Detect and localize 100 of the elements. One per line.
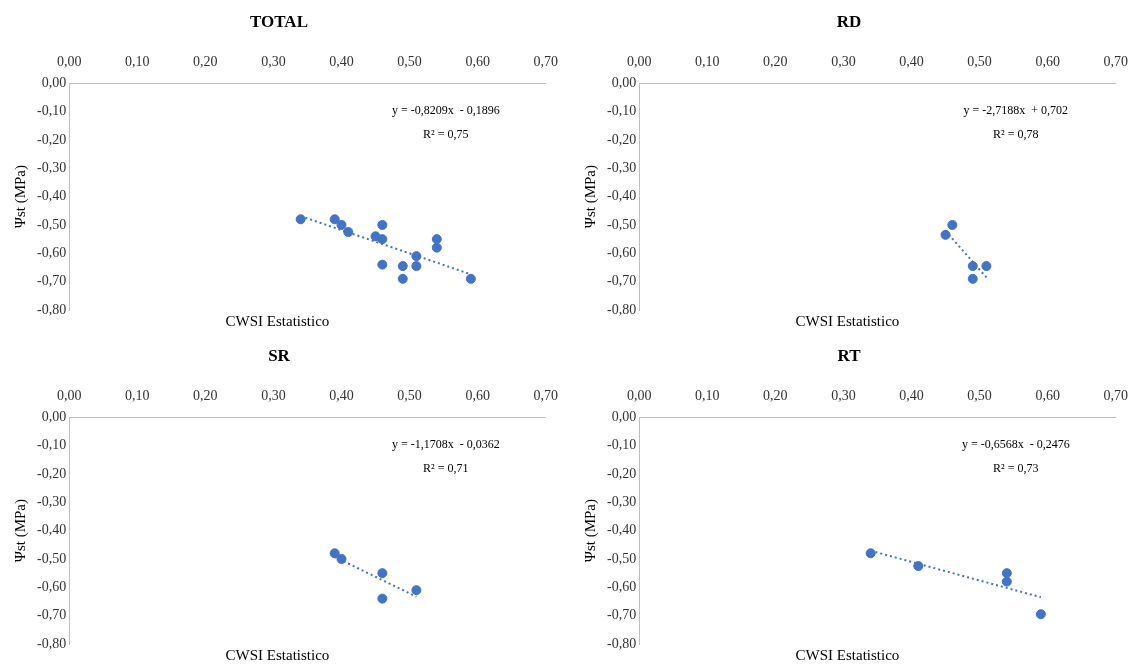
x-tick-label: 0,00 <box>56 388 82 404</box>
y-tick-label: -0,50 <box>606 550 637 566</box>
x-tick-label: 0,40 <box>899 54 924 70</box>
point <box>940 229 951 240</box>
point <box>329 548 340 559</box>
chart-title: SR <box>268 345 291 365</box>
y-tick-label: 0,00 <box>611 408 637 424</box>
x-tick-label: 0,50 <box>397 388 422 404</box>
y-tick-label: -0,10 <box>36 437 67 453</box>
y-tick-label: -0,70 <box>606 607 637 623</box>
x-tick-label: 0,70 <box>1103 54 1128 70</box>
point <box>377 593 388 604</box>
point <box>1001 576 1012 587</box>
point <box>377 568 388 579</box>
y-tick-label: -0,40 <box>606 522 637 538</box>
y-tick-label: -0,40 <box>36 188 67 204</box>
y-tick-label: 0,00 <box>41 74 67 90</box>
x-tick-label: 0,20 <box>763 54 788 70</box>
x-tick-label: 0,10 <box>125 388 150 404</box>
y-axis-title: Ψst (MPa) <box>11 499 29 563</box>
annotation: y = -0,8209x - 0,1896 <box>391 103 500 118</box>
y-tick-label: -0,60 <box>36 578 67 594</box>
point <box>967 261 978 272</box>
x-axis-title: CWSI Estatistico <box>225 646 330 663</box>
x-tick-label: 0,70 <box>1103 388 1128 404</box>
point <box>295 214 306 225</box>
y-tick-label: -0,50 <box>606 216 637 232</box>
x-tick-label: 0,00 <box>626 54 652 70</box>
y-tick-label: -0,10 <box>606 437 637 453</box>
y-tick-label: -0,30 <box>36 493 67 509</box>
point <box>336 553 347 564</box>
x-tick-label: 0,30 <box>831 388 856 404</box>
point <box>377 234 388 245</box>
annotation: R² = 0,73 <box>993 461 1039 476</box>
point <box>1001 568 1012 579</box>
x-tick-label: 0,10 <box>125 54 150 70</box>
point <box>329 214 340 225</box>
y-tick-label: -0,80 <box>606 635 637 651</box>
annotation: R² = 0,78 <box>993 127 1039 142</box>
x-tick-label: 0,60 <box>1035 54 1060 70</box>
x-tick-label: 0,00 <box>56 54 82 70</box>
annotation: y = -0,6568x - 0,2476 <box>961 437 1070 452</box>
y-tick-label: -0,30 <box>606 493 637 509</box>
point <box>431 242 442 253</box>
point <box>967 273 978 284</box>
chart-title: TOTAL <box>250 11 308 31</box>
chart-title: RT <box>837 345 862 365</box>
y-tick-label: -0,80 <box>36 635 67 651</box>
y-tick-label: 0,00 <box>41 408 67 424</box>
x-axis-title: CWSI Estatistico <box>795 312 900 329</box>
point <box>411 251 422 262</box>
y-tick-label: -0,70 <box>36 273 67 289</box>
x-tick-label: 0,40 <box>899 388 924 404</box>
y-tick-label: -0,70 <box>36 607 67 623</box>
annotation: y = -2,7188x + 0,702 <box>963 103 1069 118</box>
x-tick-label: 0,60 <box>465 54 490 70</box>
y-tick-label: -0,50 <box>36 550 67 566</box>
point <box>913 561 924 572</box>
x-tick-label: 0,50 <box>967 54 992 70</box>
x-tick-label: 0,20 <box>763 388 788 404</box>
point <box>411 585 422 596</box>
y-tick-label: -0,60 <box>606 244 637 260</box>
point <box>397 261 408 272</box>
y-tick-label: -0,10 <box>606 103 637 119</box>
point <box>981 261 992 272</box>
y-tick-label: -0,40 <box>606 188 637 204</box>
chart-title: RD <box>836 11 862 31</box>
point <box>377 259 388 270</box>
y-tick-label: -0,20 <box>36 465 67 481</box>
point <box>1035 609 1046 620</box>
x-tick-label: 0,70 <box>533 388 558 404</box>
x-tick-label: 0,70 <box>533 54 558 70</box>
y-tick-label: -0,20 <box>606 131 637 147</box>
x-tick-label: 0,20 <box>193 388 218 404</box>
x-tick-label: 0,50 <box>397 54 422 70</box>
x-tick-label: 0,10 <box>695 388 720 404</box>
annotation: R² = 0,75 <box>423 127 469 142</box>
y-tick-label: -0,30 <box>606 159 637 175</box>
x-tick-label: 0,50 <box>967 388 992 404</box>
x-tick-label: 0,30 <box>261 388 286 404</box>
point <box>397 273 408 284</box>
x-tick-label: 0,40 <box>329 54 354 70</box>
y-tick-label: -0,60 <box>606 578 637 594</box>
point <box>465 273 476 284</box>
x-tick-label: 0,10 <box>695 54 720 70</box>
x-tick-label: 0,60 <box>465 388 490 404</box>
y-tick-label: -0,40 <box>36 522 67 538</box>
point <box>377 219 388 230</box>
point <box>411 261 422 272</box>
annotation: y = -1,1708x - 0,0362 <box>391 437 500 452</box>
y-tick-label: -0,20 <box>606 465 637 481</box>
x-tick-label: 0,00 <box>626 388 652 404</box>
y-tick-label: -0,80 <box>36 301 67 317</box>
y-axis-title: Ψst (MPa) <box>581 499 599 563</box>
x-axis-title: CWSI Estatistico <box>795 646 900 663</box>
y-tick-label: 0,00 <box>611 74 637 90</box>
y-tick-label: -0,50 <box>36 216 67 232</box>
point <box>865 548 876 559</box>
y-tick-label: -0,70 <box>606 273 637 289</box>
y-tick-label: -0,80 <box>606 301 637 317</box>
